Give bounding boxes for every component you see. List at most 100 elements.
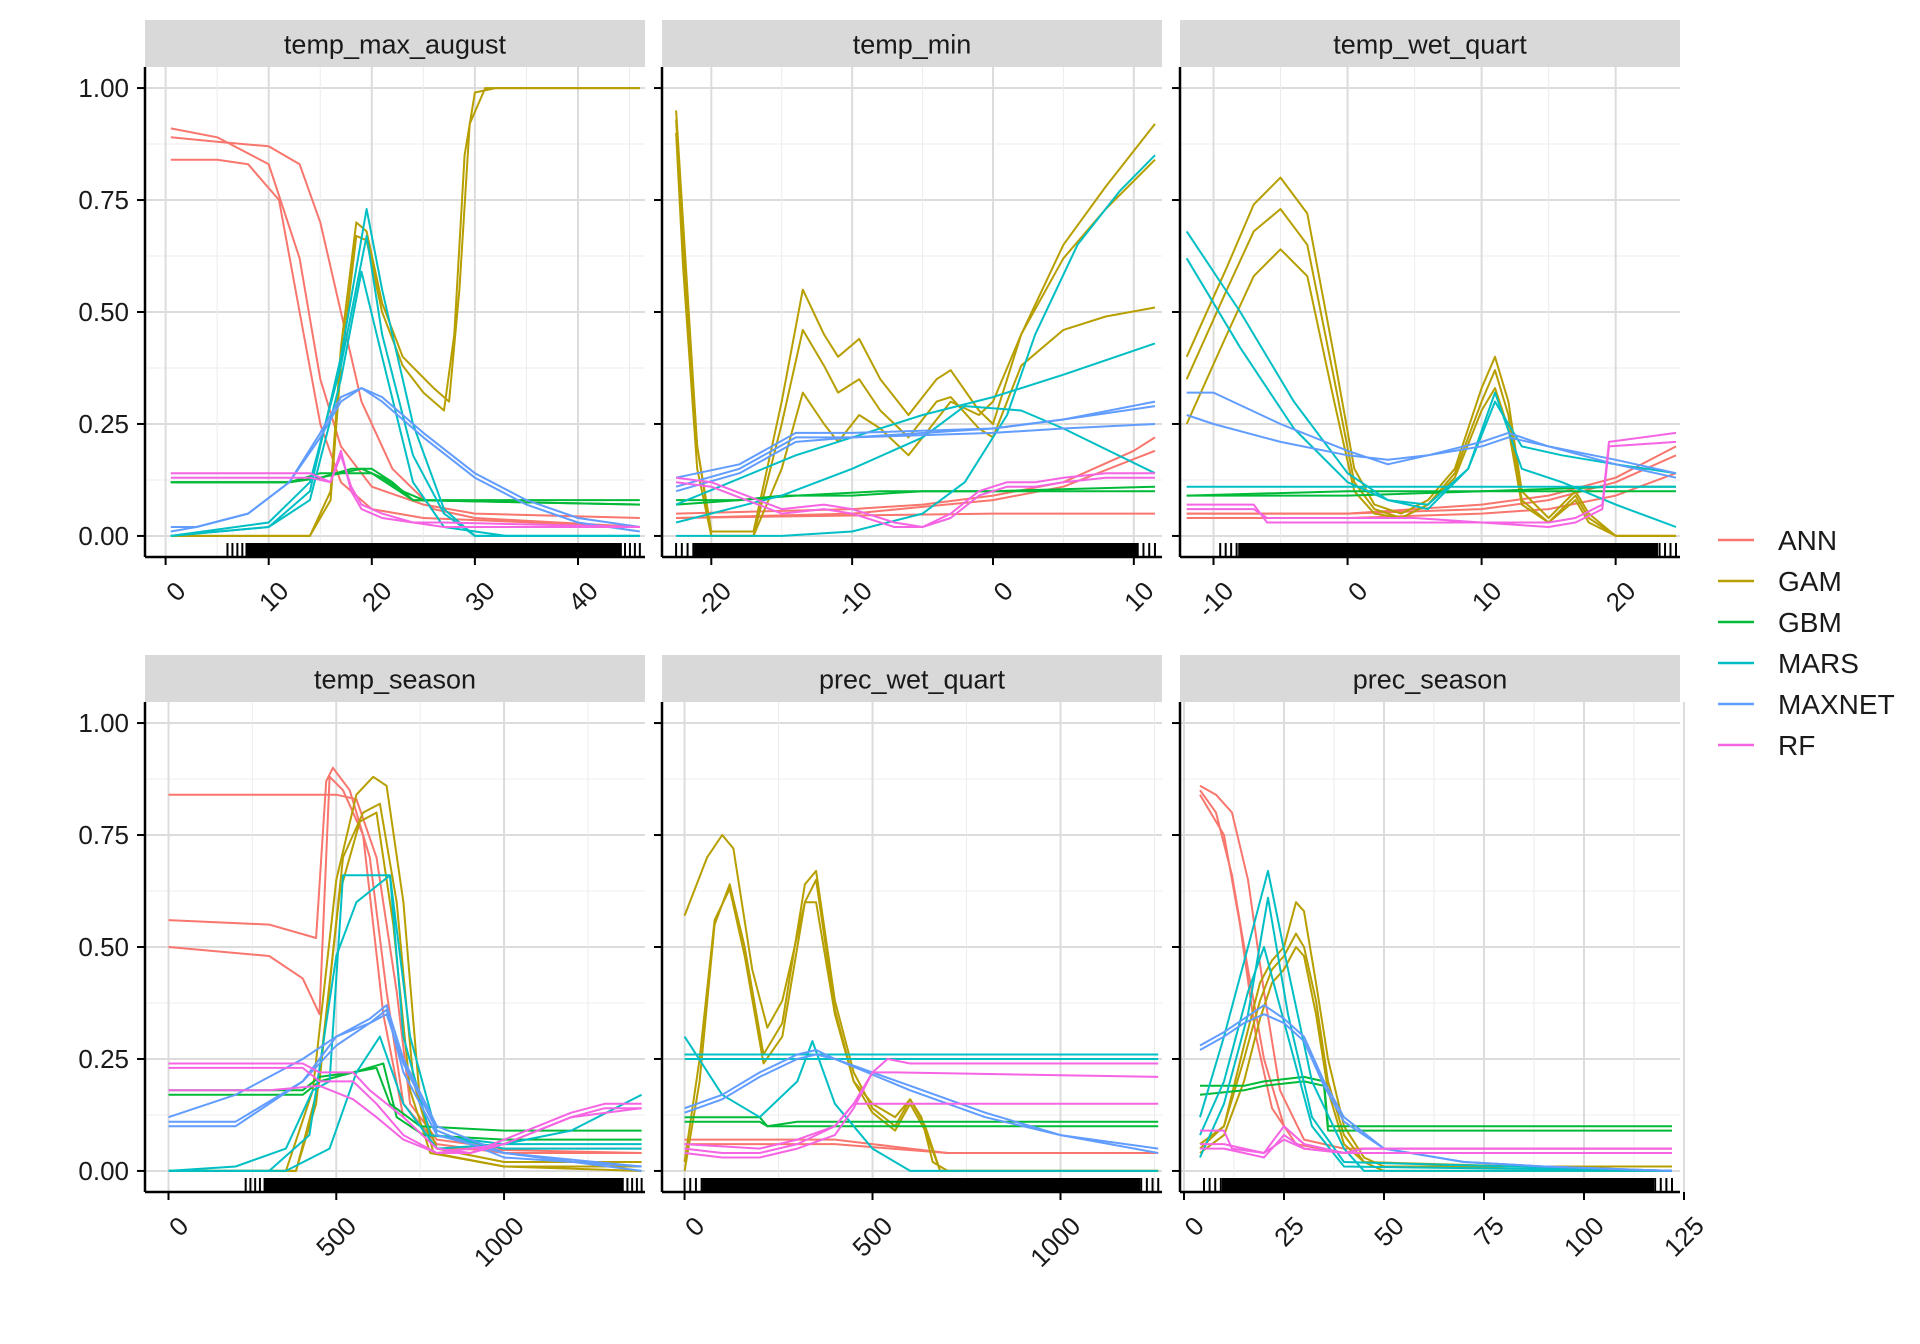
series-line-mars [168, 874, 642, 1172]
x-tick-label: 20 [356, 576, 398, 618]
x-tick-label: 0 [679, 1211, 710, 1242]
series-line-rf [170, 454, 640, 528]
series-line-maxnet [684, 1053, 1159, 1154]
legend-label: MARS [1778, 648, 1859, 679]
series-line-mars [1199, 896, 1673, 1172]
panel-title: temp_max_august [284, 30, 507, 60]
series-line-gam [168, 811, 642, 1172]
series-line-gam [675, 110, 1156, 533]
x-tick-label: 30 [459, 576, 501, 618]
x-tick-label: 10 [1466, 576, 1508, 618]
x-tick-label: 500 [846, 1211, 898, 1263]
series-group [170, 87, 640, 537]
rug-band [263, 1178, 624, 1192]
series-line-rf [675, 472, 1155, 528]
legend-label: ANN [1778, 525, 1837, 556]
y-tick-label: 0.00 [78, 1156, 129, 1186]
legend-item-mars: MARS [1718, 648, 1859, 679]
series-group [168, 766, 643, 1172]
panel-prec_wet_quart: prec_wet_quart 0 500 1000 [654, 655, 1162, 1273]
panel-title: temp_min [853, 30, 972, 60]
series-line-rf [1186, 440, 1677, 528]
series-line-ann [170, 127, 640, 519]
rug-band [1238, 543, 1658, 557]
x-tick-label: 25 [1268, 1211, 1310, 1253]
series-line-ann [170, 158, 640, 528]
legend: ANN GAM GBM MARS MAXNET RF [1718, 525, 1895, 761]
x-tick-label: -10 [1192, 576, 1240, 624]
x-tick-label: 125 [1658, 1211, 1710, 1263]
y-tick-label: 0.25 [78, 409, 129, 439]
y-tick-label: 1.00 [78, 708, 129, 738]
panel-strip [145, 655, 645, 702]
series-line-ann [168, 775, 642, 1154]
series-line-ann [1186, 445, 1677, 515]
series-line-maxnet [675, 405, 1156, 493]
x-tick-label: 0 [1178, 1211, 1209, 1242]
panel-title: prec_season [1353, 665, 1508, 695]
series-line-gbm [170, 467, 640, 502]
rug-band [245, 543, 622, 557]
x-tick-label: 1000 [468, 1211, 530, 1273]
legend-item-gbm: GBM [1718, 607, 1842, 638]
x-tick-label: 100 [1558, 1211, 1610, 1263]
panel-temp_max_august: temp_max_august 0.00 0.25 0.50 0.75 1.00 0 10 20… [78, 20, 645, 617]
x-tick-label: 40 [562, 576, 604, 618]
x-tick-label: 500 [310, 1211, 362, 1263]
series-line-gam [1199, 932, 1672, 1172]
series-line-ann [684, 1143, 1159, 1154]
panel-title: prec_wet_quart [819, 665, 1006, 695]
panel-prec_season: prec_season 0 25 50 75 100 125 [1172, 655, 1710, 1263]
legend-label: MAXNET [1778, 689, 1895, 720]
y-tick-label: 0.25 [78, 1044, 129, 1074]
panel-temp_wet_quart: temp_wet_quart -10 0 10 20 [1172, 20, 1680, 623]
rug-band [702, 1178, 1141, 1192]
series-line-gam [1199, 946, 1673, 1172]
x-tick-label: 1000 [1024, 1211, 1086, 1273]
series-line-mars [168, 1035, 643, 1172]
panel-strip [1180, 655, 1680, 702]
y-tick-label: 0.75 [78, 185, 129, 215]
series-line-rf [168, 1084, 642, 1154]
series-line-mars [170, 208, 640, 537]
series-line-gam [1185, 176, 1676, 537]
panel-strip [662, 20, 1162, 67]
series-line-mars [1199, 869, 1672, 1172]
series-line-mars [675, 405, 1156, 524]
series-line-mars [683, 1036, 1159, 1172]
series-line-gam [170, 87, 640, 537]
series-line-rf [684, 1102, 1159, 1150]
x-tick-label: 10 [253, 576, 295, 618]
series-group [675, 110, 1156, 537]
series-line-gbm [684, 1120, 1159, 1128]
series-line-ann [676, 512, 1155, 519]
series-line-mars [1185, 257, 1677, 506]
series-line-mars [170, 270, 640, 537]
series-line-maxnet [170, 387, 640, 528]
y-tick-label: 0.50 [78, 297, 129, 327]
series-line-maxnet [1186, 414, 1677, 479]
series-line-gbm [676, 490, 1155, 506]
y-tick-label: 0.75 [78, 820, 129, 850]
x-tick-label: 0 [163, 1211, 194, 1242]
series-line-mars [170, 234, 640, 537]
series-line-maxnet [170, 387, 640, 533]
legend-item-gam: GAM [1718, 566, 1842, 597]
series-line-gam [1185, 208, 1676, 537]
legend-item-maxnet: MAXNET [1718, 689, 1895, 720]
series-line-mars [1199, 946, 1673, 1172]
x-tick-label: -20 [689, 576, 737, 624]
series-group [683, 834, 1159, 1172]
x-tick-label: 0 [160, 576, 191, 607]
x-tick-label: 50 [1368, 1211, 1410, 1253]
legend-item-rf: RF [1718, 730, 1815, 761]
series-line-rf [170, 449, 640, 528]
series-group [1185, 176, 1677, 537]
x-tick-label: 20 [1600, 576, 1642, 618]
series-line-maxnet [168, 1004, 642, 1168]
series-line-mars [676, 154, 1156, 537]
series-line-mars [675, 342, 1156, 506]
series-line-rf [684, 1058, 1159, 1159]
rug-band [1222, 1178, 1654, 1192]
